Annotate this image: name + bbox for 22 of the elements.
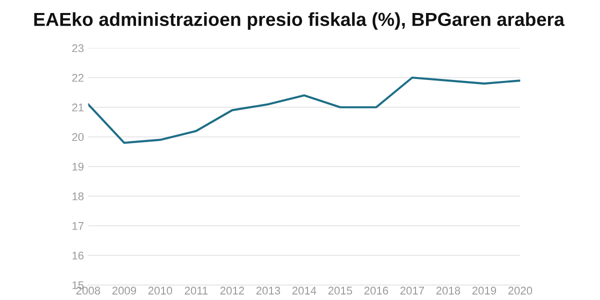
x-tick-label: 2020 xyxy=(508,286,532,295)
y-tick-label: 17 xyxy=(72,222,84,230)
y-tick-label: 16 xyxy=(72,252,84,260)
y-tick-label: 23 xyxy=(72,44,84,52)
y-tick-label: 22 xyxy=(72,74,84,82)
chart-title: EAEko administrazioen presio fiskala (%), BPGaren arabera xyxy=(34,12,565,30)
y-tick-label: 19 xyxy=(72,162,84,171)
x-tick-label: 2019 xyxy=(472,286,496,295)
x-tick-label: 2018 xyxy=(436,286,460,295)
x-tick-label: 2014 xyxy=(292,286,316,295)
x-tick-label: 2010 xyxy=(148,286,172,295)
x-tick-label: 2012 xyxy=(220,286,244,295)
x-tick-label: 2011 xyxy=(184,286,208,295)
line-series xyxy=(88,76,520,144)
y-tick-label: 20 xyxy=(72,133,84,142)
y-tick-label: 21 xyxy=(72,104,84,112)
x-tick-label: 2013 xyxy=(256,286,280,295)
x-tick-label: 2015 xyxy=(328,286,352,295)
x-tick-label: 2016 xyxy=(364,286,388,295)
y-tick-label: 18 xyxy=(72,192,84,200)
x-tick-label: 2017 xyxy=(400,286,424,295)
x-tick-label: 2009 xyxy=(112,286,136,295)
